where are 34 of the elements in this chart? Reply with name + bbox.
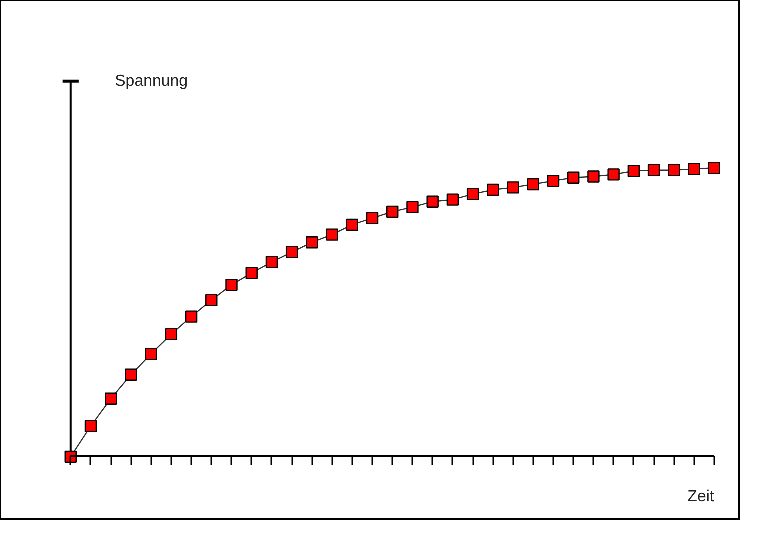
point — [246, 267, 258, 280]
point — [588, 170, 600, 183]
point — [628, 165, 640, 178]
point — [386, 206, 399, 218]
point — [608, 168, 620, 181]
point — [648, 164, 660, 176]
point — [165, 328, 178, 341]
point — [266, 256, 278, 268]
point — [568, 172, 580, 184]
point — [547, 174, 560, 188]
point — [145, 348, 158, 360]
point — [406, 201, 419, 214]
point — [306, 236, 318, 249]
y-axis-title: Spannung — [115, 72, 188, 90]
point — [708, 162, 720, 174]
point — [125, 368, 138, 381]
point — [688, 163, 700, 176]
point — [527, 178, 540, 191]
point — [226, 278, 238, 292]
point — [507, 182, 520, 194]
point — [286, 246, 298, 259]
point — [346, 218, 358, 232]
point — [668, 164, 680, 176]
point — [326, 228, 338, 241]
point — [426, 196, 439, 208]
x-axis-title: Zeit — [688, 488, 715, 506]
point — [487, 184, 500, 196]
point — [206, 294, 218, 306]
point — [84, 420, 98, 432]
point — [366, 212, 379, 224]
point — [185, 310, 198, 323]
point — [446, 194, 460, 206]
point — [105, 392, 118, 405]
point — [466, 188, 480, 200]
